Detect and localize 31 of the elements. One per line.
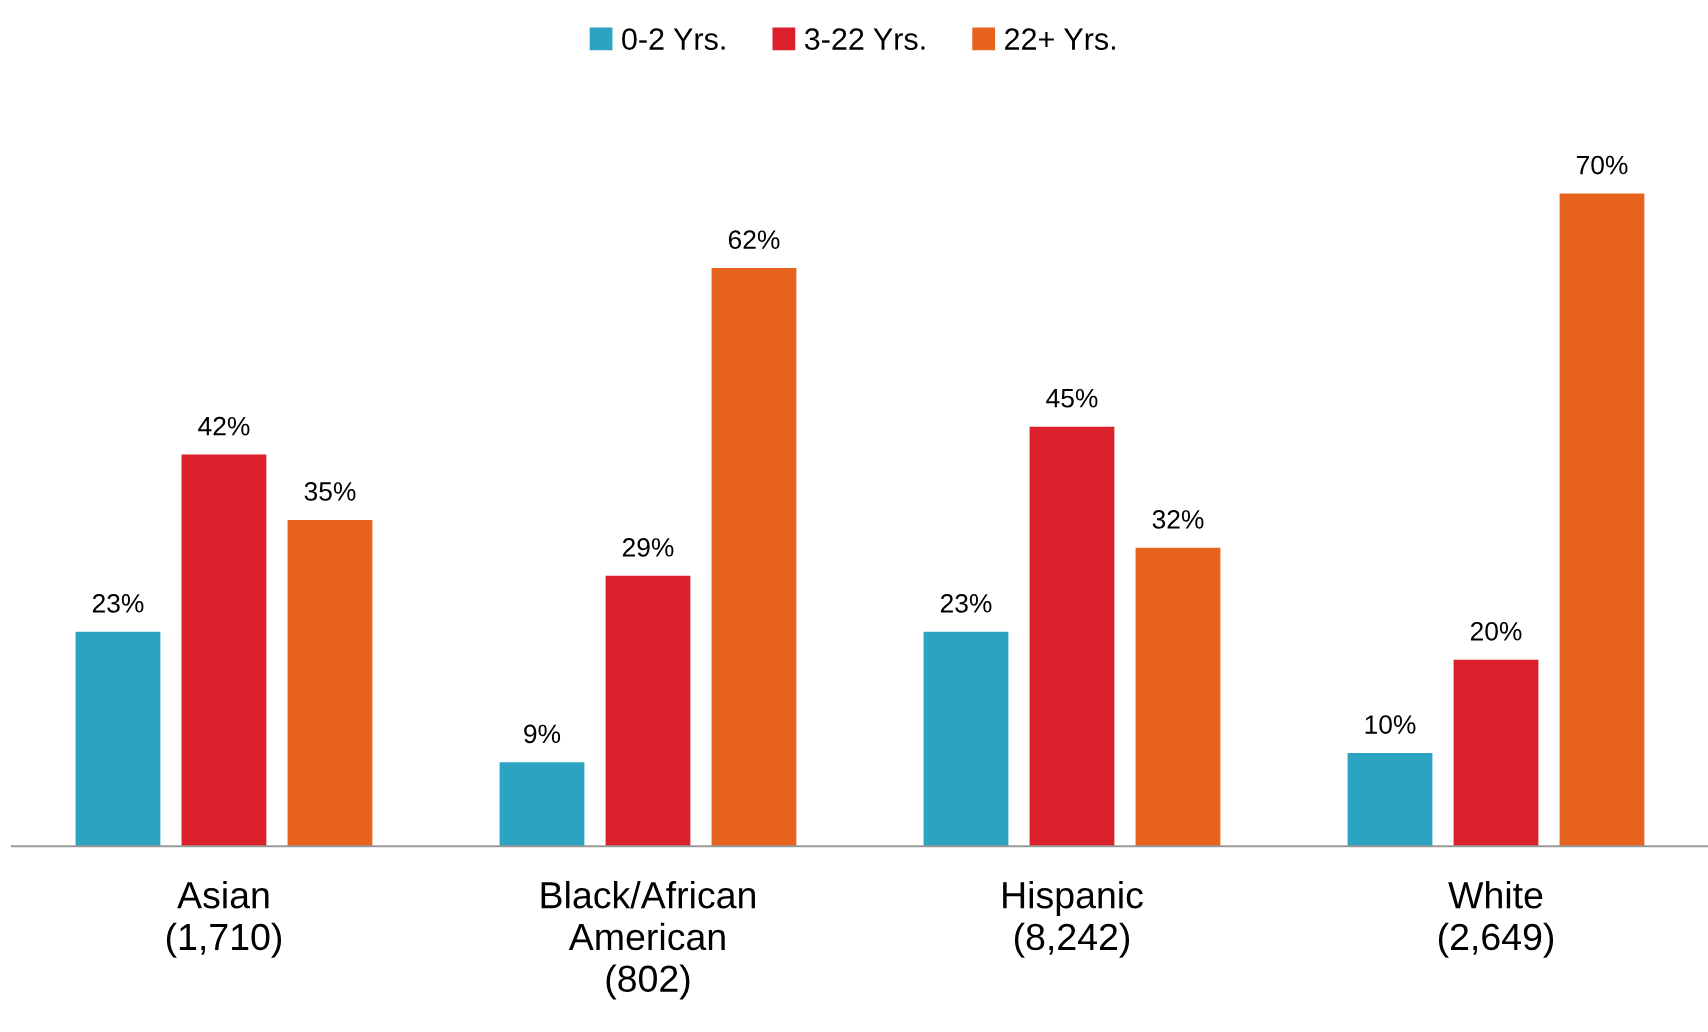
legend-label: 0-2 Yrs. <box>622 28 725 50</box>
bar <box>287 519 373 847</box>
data-label: 10% <box>1365 715 1416 734</box>
bar <box>1135 547 1221 847</box>
x-tick-label: Asian (1,710) <box>166 880 282 958</box>
data-label: 29% <box>622 538 674 557</box>
data-label: 70% <box>1576 155 1628 175</box>
bar <box>923 631 1009 847</box>
bar <box>75 631 161 847</box>
bar <box>1347 752 1433 847</box>
data-label: 23% <box>940 593 992 613</box>
bar <box>1559 193 1645 847</box>
x-tick-label: Hispanic (8,242) <box>1003 880 1143 958</box>
x-tick-label: White (2,649) <box>1438 880 1554 958</box>
data-label: 42% <box>198 416 250 436</box>
data-label: 20% <box>1470 621 1522 641</box>
legend-label: 3-22 Yrs. <box>804 28 925 50</box>
legend-label: 22+ Yrs. <box>1005 28 1115 50</box>
data-label: 45% <box>1046 388 1098 408</box>
data-label: 23% <box>92 593 144 613</box>
bar <box>1029 426 1115 847</box>
bar <box>1453 659 1539 847</box>
data-label: 62% <box>728 230 780 250</box>
data-label: 35% <box>304 482 356 501</box>
x-tick-label: Black/African American (802) <box>541 880 755 1000</box>
bar <box>181 454 267 847</box>
data-label: 9% <box>524 724 561 744</box>
bar <box>711 268 797 847</box>
data-label: 32% <box>1152 510 1204 529</box>
bar <box>605 575 691 847</box>
bar <box>499 762 585 847</box>
